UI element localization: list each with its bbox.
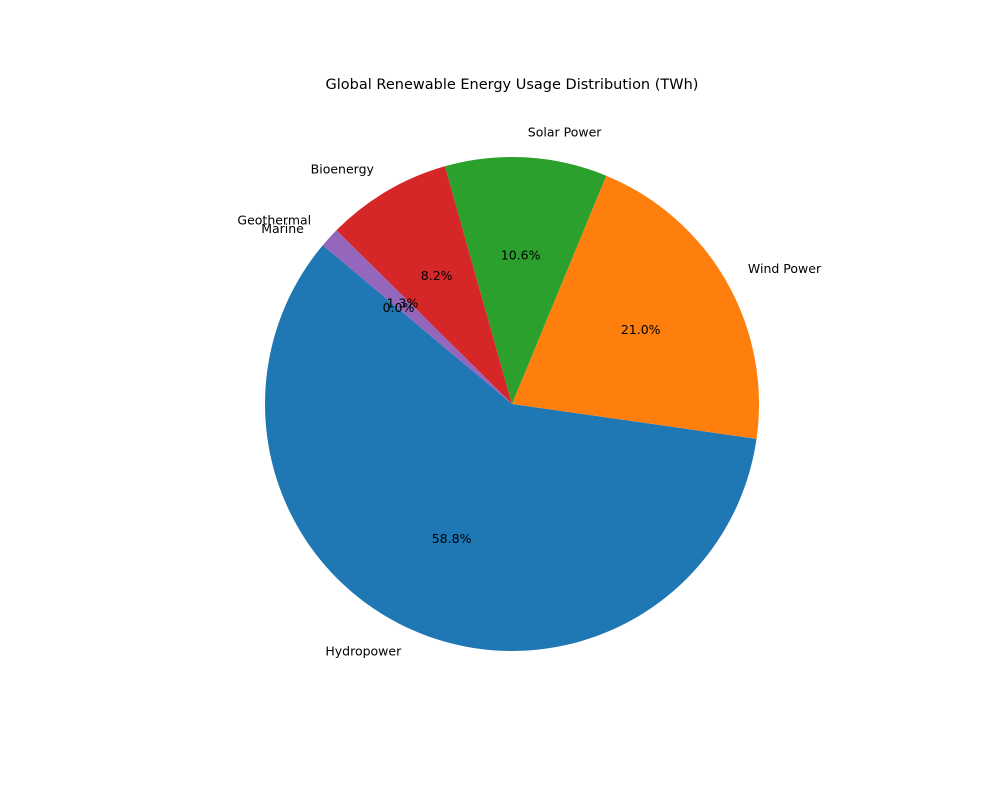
pie-slice-solar-power bbox=[444, 156, 607, 404]
slice-label-wind-power: Wind Power bbox=[748, 261, 822, 276]
pie-slice-wind-power bbox=[512, 175, 760, 439]
pie-slices bbox=[265, 156, 760, 652]
slice-labels: Hydropower Wind Power Solar Power Bioenergy… bbox=[237, 124, 822, 658]
percent-label-marine: 0.0% bbox=[383, 300, 415, 315]
percent-labels: 58.8% 21.0% 10.6% 8.2%1.3%0.0% bbox=[383, 248, 661, 546]
percent-label-geothermal: 1.3% bbox=[387, 296, 419, 311]
pie-slice-hydropower bbox=[265, 245, 757, 652]
slice-label-hydropower: Hydropower bbox=[325, 644, 402, 659]
pie-slice-geothermal bbox=[322, 230, 512, 404]
slice-label-marine: Marine bbox=[261, 221, 304, 236]
slice-label-bioenergy: Bioenergy bbox=[311, 161, 375, 176]
slice-label-geothermal: Geothermal bbox=[237, 212, 311, 227]
pie-slice-bioenergy bbox=[336, 166, 512, 404]
percent-label-bioenergy: 8.2% bbox=[421, 268, 453, 283]
slice-label-solar-power: Solar Power bbox=[528, 124, 602, 139]
chart-title: Global Renewable Energy Usage Distributi… bbox=[326, 77, 699, 93]
percent-label-hydropower: 58.8% bbox=[432, 531, 472, 546]
percent-label-solar-power: 10.6% bbox=[501, 248, 541, 263]
percent-label-wind-power: 21.0% bbox=[621, 322, 661, 337]
